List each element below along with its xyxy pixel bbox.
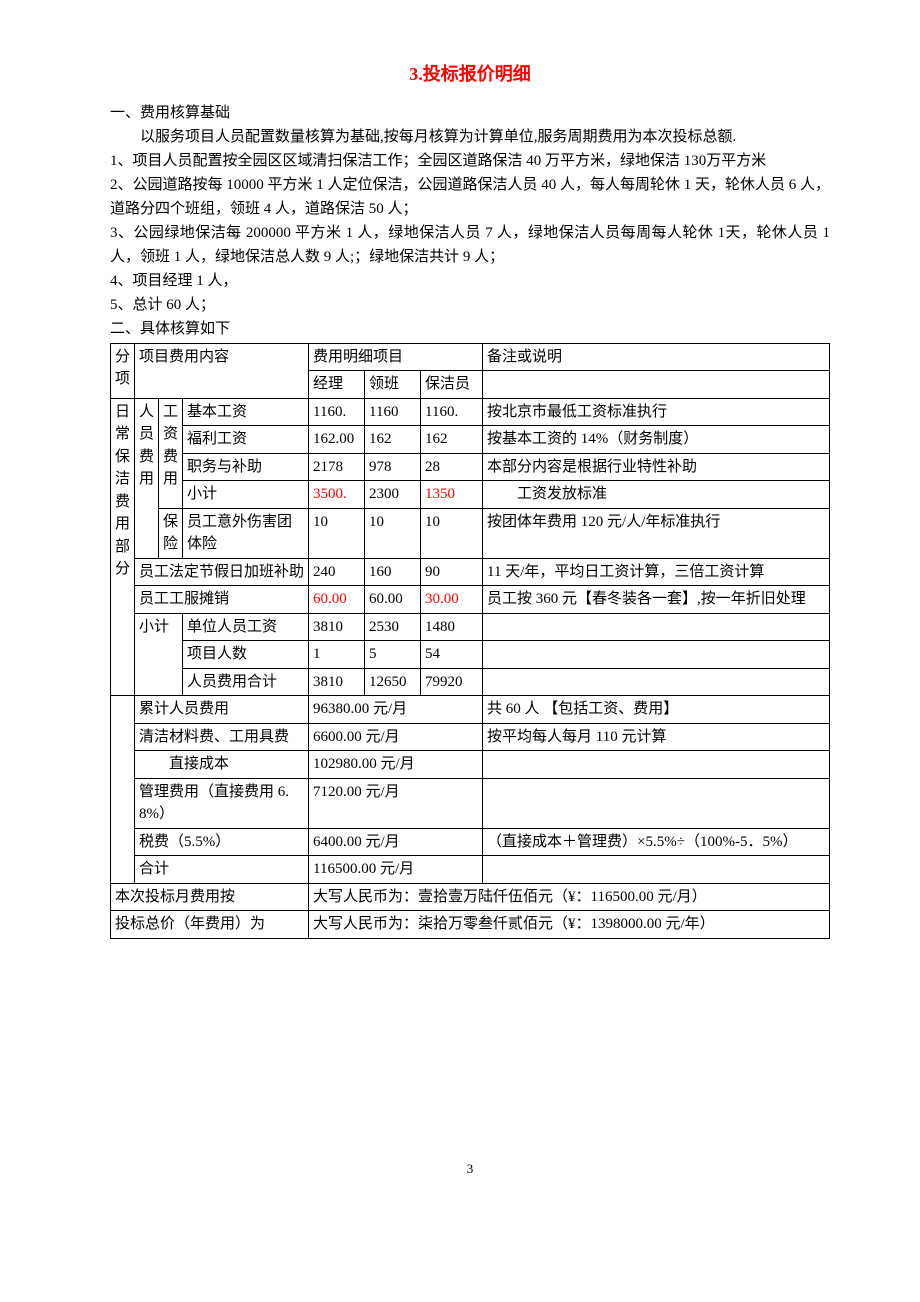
p-item4: 4、项目经理 1 人， <box>110 269 830 293</box>
cell-dwgz-c: 1480 <box>421 613 483 641</box>
cell-year-l: 投标总价（年费用）为 <box>111 911 309 939</box>
cell-jiben-l: 基本工资 <box>183 398 309 426</box>
cell-shuifei-v: 6400.00 元/月 <box>309 828 483 856</box>
document-title: 3.投标报价明细 <box>110 60 830 89</box>
cell-rens-n <box>483 641 830 669</box>
cell-jiaban-c: 90 <box>421 558 483 586</box>
cell-guanli-v: 7120.00 元/月 <box>309 778 483 828</box>
h-xiangmu: 项目费用内容 <box>135 343 309 398</box>
cell-zhijie-v: 102980.00 元/月 <box>309 751 483 779</box>
p-item2: 2、公园道路按每 10000 平方米 1 人定位保洁，公园道路保洁人员 40 人… <box>110 173 830 221</box>
cell-gongfu-l: 员工工服摊销 <box>135 586 309 614</box>
cell-gzxj-c: 1350 <box>421 481 483 509</box>
r-gongzi: 工资费用 <box>159 398 183 508</box>
h-jingli: 经理 <box>309 371 365 399</box>
cell-jiben-n: 按北京市最低工资标准执行 <box>483 398 830 426</box>
cell-month-v: 大写人民币为：壹拾壹万陆仟伍佰元（¥：116500.00 元/月） <box>309 883 830 911</box>
cell-month-l: 本次投标月费用按 <box>111 883 309 911</box>
cell-fuli-c: 162 <box>421 426 483 454</box>
cell-leiji-l: 累计人员费用 <box>135 696 309 724</box>
cell-fuli-a: 162.00 <box>309 426 365 454</box>
cell-shuifei-n: （直接成本＋管理费）×5.5%÷（100%-5．5%） <box>483 828 830 856</box>
cell-zhiwu-b: 978 <box>365 453 421 481</box>
page-number: 3 <box>110 1159 830 1180</box>
cell-guanli-n <box>483 778 830 828</box>
h-fenxiang: 分项 <box>111 343 135 398</box>
cell-gongfu-n: 员工按 360 元【春冬装各一套】,按一年折旧处理 <box>483 586 830 614</box>
cell-jiaban-l: 员工法定节假日加班补助 <box>135 558 309 586</box>
cell-heji-a: 3810 <box>309 668 365 696</box>
cell-qingjie-l: 清洁材料费、工用具费 <box>135 723 309 751</box>
p-intro: 以服务项目人员配置数量核算为基础,按每月核算为计算单位,服务周期费用为本次投标总… <box>110 125 830 149</box>
cell-gongfu-a: 60.00 <box>309 586 365 614</box>
cell-zhiwu-l: 职务与补助 <box>183 453 309 481</box>
h-beizhu: 备注或说明 <box>483 343 830 371</box>
cell-heji-b: 12650 <box>365 668 421 696</box>
cost-table: 分项 项目费用内容 费用明细项目 备注或说明 经理 领班 保洁员 日常保洁费用部… <box>110 343 830 939</box>
cell-gongfu-c: 30.00 <box>421 586 483 614</box>
cell-gzxj-a: 3500. <box>309 481 365 509</box>
cell-gzxj-l: 小计 <box>183 481 309 509</box>
cell-total-l: 合计 <box>135 856 309 884</box>
cell-jiben-b: 1160 <box>365 398 421 426</box>
cell-heji-l: 人员费用合计 <box>183 668 309 696</box>
cell-guanli-l: 管理费用（直接费用 6.8%） <box>135 778 309 828</box>
cell-yiwai-b: 10 <box>365 508 421 558</box>
cell-dwgz-l: 单位人员工资 <box>183 613 309 641</box>
cell-year-v: 大写人民币为：柒拾万零叁仟贰佰元（¥：1398000.00 元/年） <box>309 911 830 939</box>
r-baoxian: 保险 <box>159 508 183 558</box>
cell-gongfu-b: 60.00 <box>365 586 421 614</box>
r-xiaoji: 小计 <box>135 613 183 696</box>
cell-zhijie-n <box>483 751 830 779</box>
cell-yiwai-c: 10 <box>421 508 483 558</box>
cell-jiaban-a: 240 <box>309 558 365 586</box>
cell-leiji-v: 96380.00 元/月 <box>309 696 483 724</box>
cell-qingjie-v: 6600.00 元/月 <box>309 723 483 751</box>
cell-gzxj-b: 2300 <box>365 481 421 509</box>
cell-dwgz-b: 2530 <box>365 613 421 641</box>
cell-rens-a: 1 <box>309 641 365 669</box>
p-item5: 5、总计 60 人； <box>110 293 830 317</box>
cell-jiben-a: 1160. <box>309 398 365 426</box>
p-item3: 3、公园绿地保洁每 200000 平方米 1 人，绿地保洁人员 7 人，绿地保洁… <box>110 221 830 269</box>
cell-yiwai-a: 10 <box>309 508 365 558</box>
cell-zhiwu-n: 本部分内容是根据行业特性补助 <box>483 453 830 481</box>
cell-leiji-n: 共 60 人 【包括工资、费用】 <box>483 696 830 724</box>
cell-yiwai-n: 按团体年费用 120 元/人/年标准执行 <box>483 508 830 558</box>
cell-rens-b: 5 <box>365 641 421 669</box>
h-feiyong: 费用明细项目 <box>309 343 483 371</box>
p-item1: 1、项目人员配置按全园区区域清扫保洁工作；全园区道路保洁 40 万平方米，绿地保… <box>110 149 830 173</box>
cell-zhijie-l: 直接成本 <box>135 751 309 779</box>
cell-fuli-l: 福利工资 <box>183 426 309 454</box>
cell-jiaban-b: 160 <box>365 558 421 586</box>
cell-dwgz-a: 3810 <box>309 613 365 641</box>
cell-heji-c: 79920 <box>421 668 483 696</box>
cell-total-v: 116500.00 元/月 <box>309 856 483 884</box>
cell-rens-c: 54 <box>421 641 483 669</box>
cell-fuli-n: 按基本工资的 14%（财务制度） <box>483 426 830 454</box>
cell-zhiwu-c: 28 <box>421 453 483 481</box>
cell-dwgz-n <box>483 613 830 641</box>
cell-jiben-c: 1160. <box>421 398 483 426</box>
cell-empty <box>483 371 830 399</box>
cell-shuifei-l: 税费（5.5%） <box>135 828 309 856</box>
r-renyuan: 人员费用 <box>135 398 159 558</box>
h-baojie: 保洁员 <box>421 371 483 399</box>
cell-jiaban-n: 11 天/年，平均日工资计算，三倍工资计算 <box>483 558 830 586</box>
cell-zhiwu-a: 2178 <box>309 453 365 481</box>
section2-heading: 二、具体核算如下 <box>110 317 830 341</box>
cell-total-n <box>483 856 830 884</box>
section1-heading: 一、费用核算基础 <box>110 101 830 125</box>
cell-heji-n <box>483 668 830 696</box>
cell-fuli-b: 162 <box>365 426 421 454</box>
h-lingban: 领班 <box>365 371 421 399</box>
cell-rens-l: 项目人数 <box>183 641 309 669</box>
r-richang: 日常保洁费用部分 <box>111 398 135 696</box>
cell-empty-group <box>111 696 135 884</box>
cell-yiwai-l: 员工意外伤害团体险 <box>183 508 309 558</box>
cell-qingjie-n: 按平均每人每月 110 元计算 <box>483 723 830 751</box>
cell-gzxj-n: 工资发放标准 <box>483 481 830 509</box>
